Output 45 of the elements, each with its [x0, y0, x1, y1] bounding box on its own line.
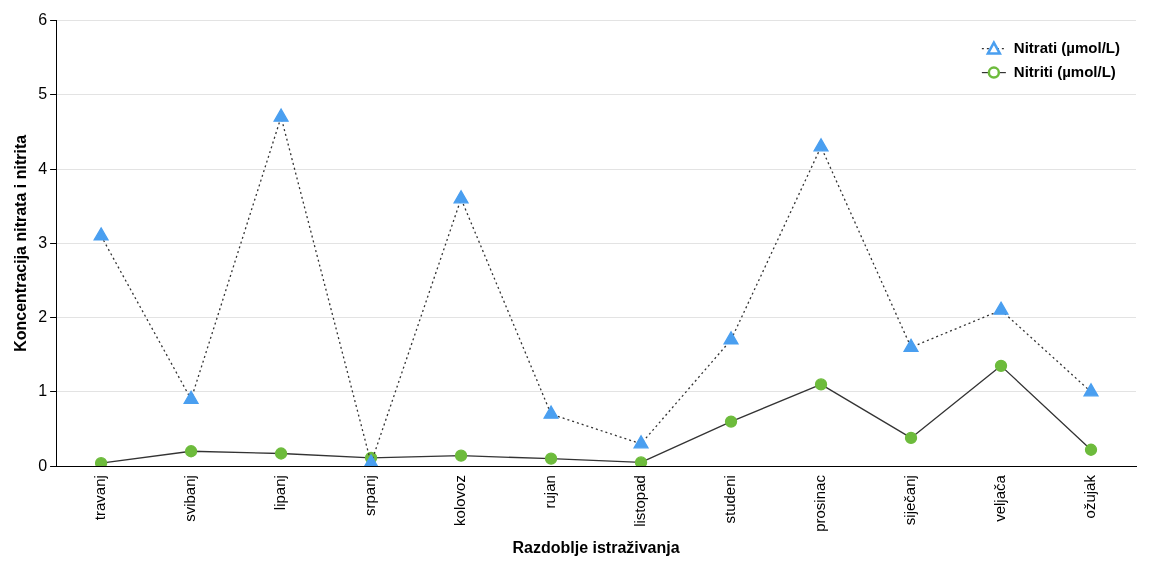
x-tick-label: kolovoz — [451, 475, 469, 526]
point — [453, 190, 469, 204]
point — [273, 108, 289, 122]
point — [903, 338, 919, 352]
y-tick-label: 1 — [38, 382, 48, 400]
y-axis-title: Koncentracija nitrata i nitrita — [12, 134, 30, 352]
y-tick-label: 5 — [38, 85, 48, 103]
x-tick-label: siječanj — [901, 475, 919, 526]
legend-label: Nitrati (µmol/L) — [1013, 38, 1121, 56]
point — [1083, 383, 1099, 397]
point — [723, 331, 739, 345]
x-axis-title: Razdoblje istraživanja — [512, 538, 680, 556]
point — [993, 301, 1009, 315]
x-tick-label: listopad — [631, 475, 649, 527]
y-tick-label: 0 — [38, 456, 48, 474]
y-tick-label: 6 — [38, 11, 48, 29]
x-tick-label: veljača — [991, 474, 1009, 522]
point — [183, 390, 199, 404]
x-tick-label: studeni — [721, 475, 739, 524]
point — [904, 431, 918, 445]
y-tick-label: 2 — [38, 308, 48, 326]
point — [184, 445, 198, 458]
x-tick-label: lipanj — [271, 475, 289, 511]
point — [994, 359, 1008, 373]
point — [1084, 443, 1098, 456]
x-tick-label: ožujak — [1081, 474, 1099, 519]
point — [543, 405, 559, 419]
point — [634, 456, 648, 467]
point — [93, 227, 109, 241]
y-tick-label: 4 — [38, 159, 48, 177]
point — [633, 435, 649, 449]
x-tick-label: srpanj — [361, 475, 379, 516]
x-tick-label: prosinac — [811, 474, 829, 532]
x-tick-label: rujan — [541, 475, 559, 509]
point — [813, 138, 829, 152]
y-tick-label: 3 — [38, 233, 48, 251]
legend-label: Nitriti (µmol/L) — [1013, 62, 1116, 80]
point — [94, 456, 108, 467]
point — [274, 447, 288, 460]
x-tick-label: travanj — [91, 475, 109, 521]
point — [814, 378, 828, 391]
point — [544, 452, 558, 465]
point — [724, 415, 738, 428]
x-tick-label: svibanj — [181, 475, 199, 522]
point — [454, 449, 468, 462]
